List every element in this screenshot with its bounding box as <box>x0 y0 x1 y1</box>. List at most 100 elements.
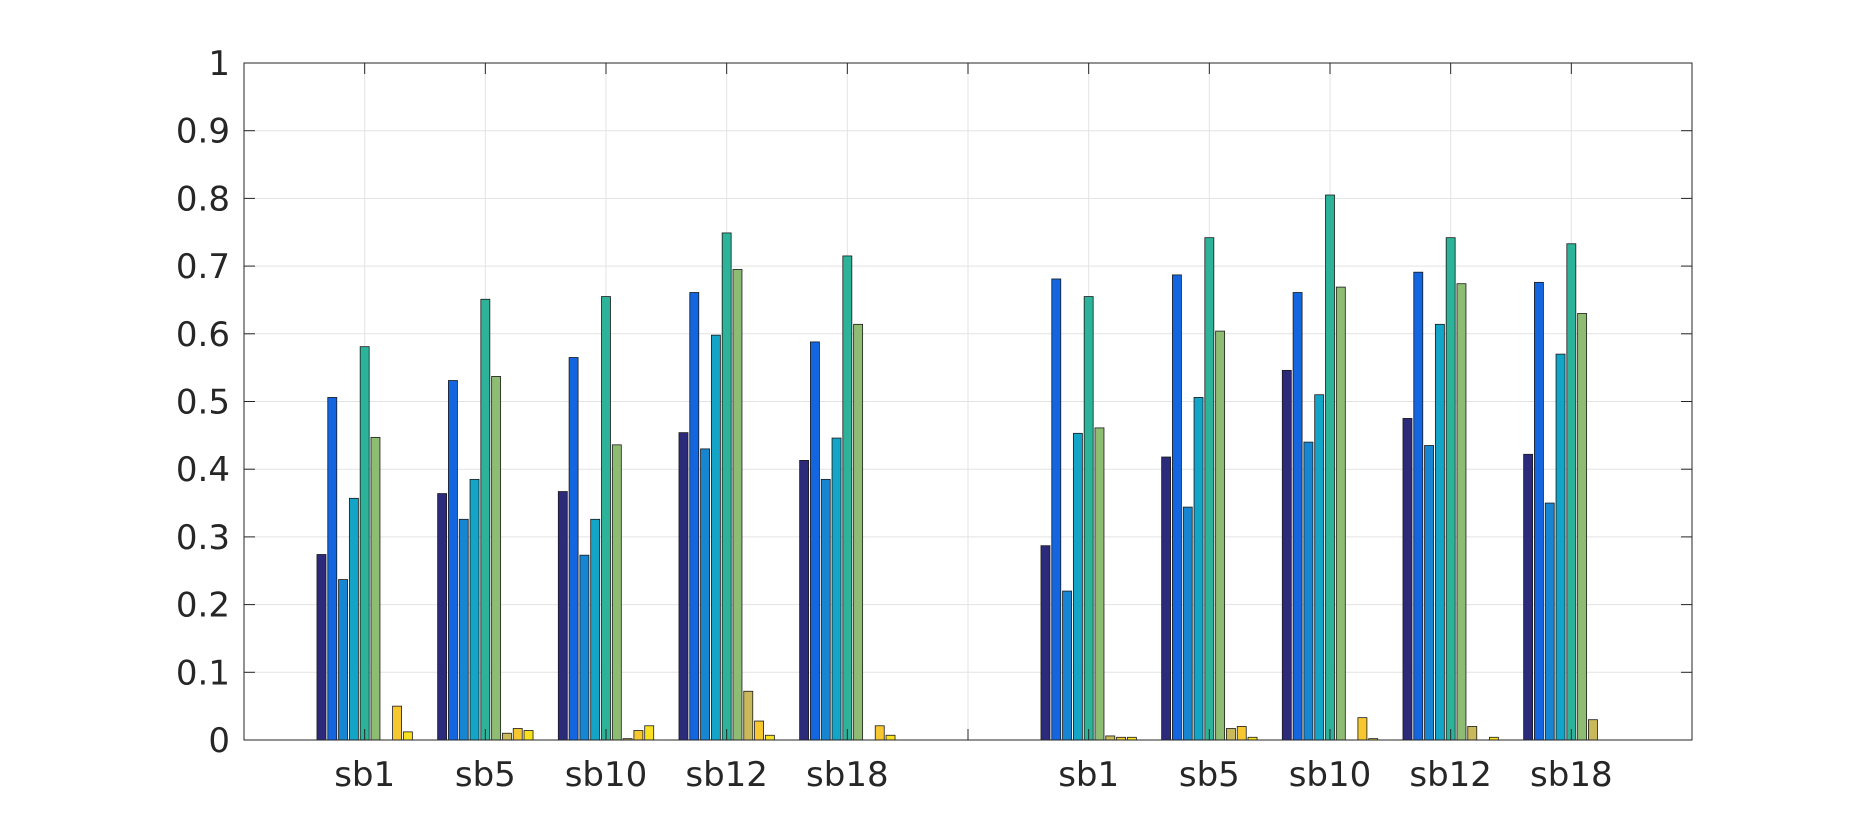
bar <box>316 554 327 741</box>
bar <box>1534 281 1544 741</box>
x-category-label: sb12 <box>685 755 768 795</box>
y-tick-label: 1 <box>208 44 230 84</box>
bar <box>1161 456 1172 741</box>
y-tick-label: 0.7 <box>176 247 230 287</box>
bar <box>1040 545 1051 741</box>
bar <box>1083 296 1094 741</box>
x-category-label: sb18 <box>806 755 889 795</box>
y-tick-label: 0.2 <box>176 586 230 626</box>
bar <box>1577 313 1588 741</box>
bar <box>1051 278 1062 741</box>
bar <box>678 432 689 741</box>
y-tick-label: 0.9 <box>176 112 230 152</box>
y-tick-label: 0.3 <box>176 518 230 558</box>
bar <box>1072 432 1083 741</box>
bar <box>568 357 579 741</box>
bar <box>1292 292 1303 741</box>
bar <box>1335 286 1346 741</box>
bar <box>523 730 534 741</box>
bar <box>1182 506 1193 741</box>
bar <box>1544 502 1555 741</box>
bar <box>1467 726 1478 741</box>
bars-layer <box>316 194 1598 741</box>
bar <box>402 731 413 741</box>
bar <box>590 518 601 741</box>
bar <box>1434 323 1445 741</box>
y-tick-label: 0.6 <box>176 315 230 355</box>
x-category-label: sb18 <box>1530 755 1613 795</box>
bar <box>885 734 896 741</box>
y-tick-label: 0.5 <box>176 383 230 423</box>
bar <box>458 518 469 741</box>
bar <box>721 232 732 741</box>
bar <box>1424 445 1434 741</box>
x-category-label: sb10 <box>1289 755 1372 795</box>
labels-layer: 0 0.1 0.2 0.3 0.4 0.5 0.6 0.7 0.8 0.9 1 sb1 sb5 sb10 s… <box>176 44 1613 795</box>
bar <box>831 437 842 741</box>
bar <box>1281 369 1292 741</box>
bar <box>700 448 710 741</box>
bar <box>502 732 512 741</box>
x-category-label: sb5 <box>1179 755 1240 795</box>
x-category-label: sb12 <box>1409 755 1492 795</box>
bar <box>469 478 480 741</box>
bar <box>1402 418 1413 741</box>
bar <box>874 725 885 741</box>
bar <box>1303 441 1314 741</box>
bar <box>1236 726 1247 741</box>
bar <box>689 292 700 741</box>
bar <box>853 323 864 741</box>
bar <box>1566 243 1577 741</box>
x-category-label: sb1 <box>1058 755 1119 795</box>
bar <box>338 579 348 741</box>
bar <box>1204 237 1215 741</box>
bar <box>1445 237 1456 741</box>
bar <box>557 491 568 741</box>
y-tick-label: 0.1 <box>176 653 230 693</box>
bar <box>1456 283 1467 741</box>
x-category-label: sb5 <box>455 755 516 795</box>
bar <box>1172 274 1182 741</box>
bar <box>327 397 338 741</box>
bar <box>491 376 502 741</box>
bar <box>1062 590 1072 741</box>
bar <box>743 690 754 741</box>
bar <box>1588 719 1598 741</box>
bar <box>448 380 458 741</box>
y-tick-label: 0.8 <box>176 179 230 219</box>
bar <box>1325 194 1335 741</box>
x-category-label: sb1 <box>334 755 395 795</box>
bar <box>1193 397 1204 741</box>
bar <box>732 269 743 741</box>
bar <box>579 554 590 741</box>
bar <box>710 334 721 741</box>
y-tick-label: 0.4 <box>176 450 230 490</box>
bar <box>810 341 820 741</box>
bar <box>1523 453 1534 741</box>
bar <box>754 720 764 741</box>
bar <box>1413 271 1424 741</box>
bar <box>480 298 491 741</box>
bar <box>644 725 655 741</box>
bar <box>348 497 359 741</box>
bar <box>1314 394 1325 741</box>
bar <box>633 730 644 741</box>
plot-frame <box>243 62 1693 741</box>
bar <box>359 346 370 741</box>
bar <box>1357 717 1368 741</box>
x-category-label: sb10 <box>565 755 648 795</box>
bar <box>437 493 448 741</box>
bar <box>392 705 402 741</box>
bar <box>370 436 381 741</box>
bar <box>512 728 523 741</box>
bar <box>611 444 622 741</box>
axes-layer <box>243 62 1693 741</box>
bar <box>820 478 831 741</box>
bar <box>1226 728 1236 741</box>
bar <box>842 255 853 741</box>
bar <box>799 459 810 741</box>
bar <box>1094 427 1105 741</box>
y-tick-label: 0 <box>208 721 230 761</box>
bar <box>1105 735 1116 741</box>
